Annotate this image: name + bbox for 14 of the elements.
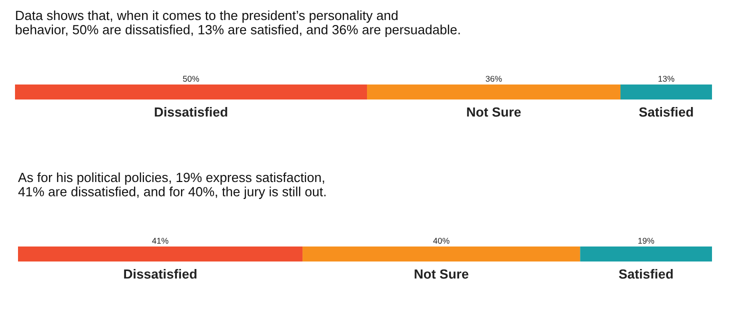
data-label: 50%	[183, 76, 200, 82]
data-label: 19%	[638, 238, 654, 244]
data-label: 36%	[486, 76, 502, 82]
data-label: 13%	[658, 76, 674, 82]
data-label: 41%	[152, 238, 168, 244]
series-label: Dissatisfied	[154, 107, 228, 117]
series-label: Satisfied	[639, 107, 693, 117]
data-label: 40%	[433, 238, 450, 244]
series-label: Not Sure	[467, 107, 521, 117]
series-label: Satisfied	[618, 269, 673, 279]
chart-title: Data shows that, when it comes to the president’s personality and behavior, 50% are dissatisfied, 13% are satisfied, and 36% are persuadable.	[16, 10, 460, 37]
series-label: Not Sure	[414, 269, 468, 279]
series-label: Dissatisfied	[124, 269, 196, 279]
chart-title: As for his political policies, 19% express satisfaction, 41% are dissatisfied, and for 40%, the jury is still out.	[18, 172, 326, 199]
